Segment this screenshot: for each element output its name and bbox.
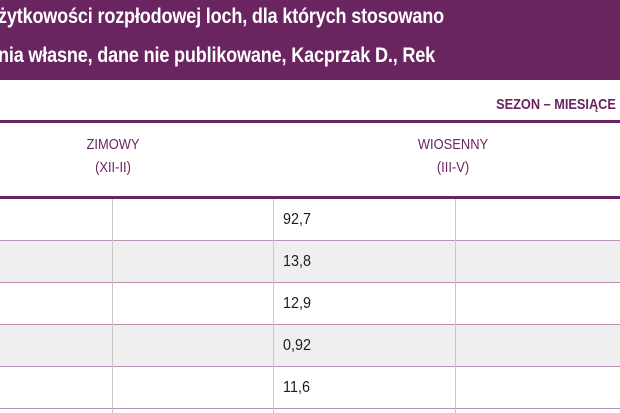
table-row: 92,7 <box>0 199 620 240</box>
cell-value: 0,92 <box>283 337 312 354</box>
column-separator <box>455 199 456 413</box>
table-row: 11,6 <box>0 367 620 408</box>
column-zimowy-months: (XII-II) <box>95 159 131 176</box>
table-title-line-2: nia własne, dane nie publikowane, Kacprz… <box>0 44 436 67</box>
table-row: 12,9 <box>0 283 620 324</box>
cell-value: 12,9 <box>283 295 312 312</box>
header-divider-top <box>0 120 620 123</box>
header-divider-bottom <box>0 196 620 199</box>
column-header-wiosenny: WIOSENNY (III-V) <box>397 133 509 179</box>
table-row: 13,8 <box>0 241 620 282</box>
row-divider <box>0 240 620 241</box>
row-divider <box>0 408 620 409</box>
cell-value: 11,6 <box>283 379 310 396</box>
table-title-line-1: żytkowości rozpłodowej loch, dla których… <box>0 5 444 28</box>
row-divider <box>0 324 620 325</box>
cell-value: 92,7 <box>283 211 312 228</box>
column-zimowy-name: ZIMOWY <box>86 136 140 153</box>
season-caption: SEZON – MIESIĄCE <box>496 96 616 113</box>
column-wiosenny-months: (III-V) <box>436 159 470 176</box>
table-row: 0,92 <box>0 325 620 366</box>
table-title-bar: żytkowości rozpłodowej loch, dla których… <box>0 0 620 80</box>
row-divider <box>0 282 620 283</box>
row-divider <box>0 366 620 367</box>
cell-value: 13,8 <box>283 253 312 270</box>
column-separator <box>112 199 113 413</box>
column-separator <box>273 199 274 413</box>
column-wiosenny-name: WIOSENNY <box>417 136 489 153</box>
column-header-zimowy: ZIMOWY (XII-II) <box>57 133 169 179</box>
